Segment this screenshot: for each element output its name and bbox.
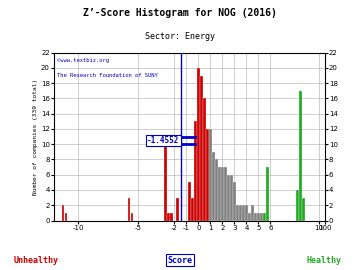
Bar: [131, 213, 134, 221]
Bar: [203, 98, 206, 221]
Bar: [221, 167, 224, 221]
Bar: [65, 213, 67, 221]
Bar: [167, 213, 170, 221]
Bar: [164, 137, 167, 221]
Bar: [236, 205, 239, 221]
Y-axis label: Number of companies (339 total): Number of companies (339 total): [33, 79, 38, 195]
Bar: [176, 198, 179, 221]
Bar: [266, 167, 269, 221]
Bar: [242, 205, 245, 221]
Text: The Research Foundation of SUNY: The Research Foundation of SUNY: [57, 73, 157, 78]
Text: Sector: Energy: Sector: Energy: [145, 32, 215, 41]
Bar: [212, 152, 215, 221]
Bar: [191, 198, 194, 221]
Bar: [248, 213, 251, 221]
Bar: [251, 205, 254, 221]
Bar: [239, 205, 242, 221]
Bar: [218, 167, 221, 221]
Bar: [254, 213, 257, 221]
Text: Score: Score: [167, 256, 193, 265]
Text: Unhealthy: Unhealthy: [14, 256, 58, 265]
Bar: [224, 167, 227, 221]
Text: -1.4552: -1.4552: [147, 136, 180, 145]
Bar: [188, 182, 190, 221]
Bar: [296, 190, 299, 221]
Bar: [170, 213, 172, 221]
Text: Healthy: Healthy: [306, 256, 342, 265]
Bar: [200, 76, 203, 221]
Bar: [230, 175, 233, 221]
Bar: [215, 160, 218, 221]
Bar: [206, 129, 209, 221]
Bar: [62, 205, 64, 221]
Bar: [260, 213, 263, 221]
Bar: [299, 91, 302, 221]
Bar: [245, 205, 248, 221]
Bar: [128, 198, 130, 221]
Bar: [233, 182, 236, 221]
Text: Z’-Score Histogram for NOG (2016): Z’-Score Histogram for NOG (2016): [83, 8, 277, 18]
Text: ©www.textbiz.org: ©www.textbiz.org: [57, 58, 109, 63]
Bar: [263, 213, 266, 221]
Bar: [257, 213, 260, 221]
Bar: [197, 68, 200, 221]
Bar: [302, 198, 305, 221]
Bar: [227, 175, 230, 221]
Bar: [209, 129, 212, 221]
Bar: [194, 121, 197, 221]
